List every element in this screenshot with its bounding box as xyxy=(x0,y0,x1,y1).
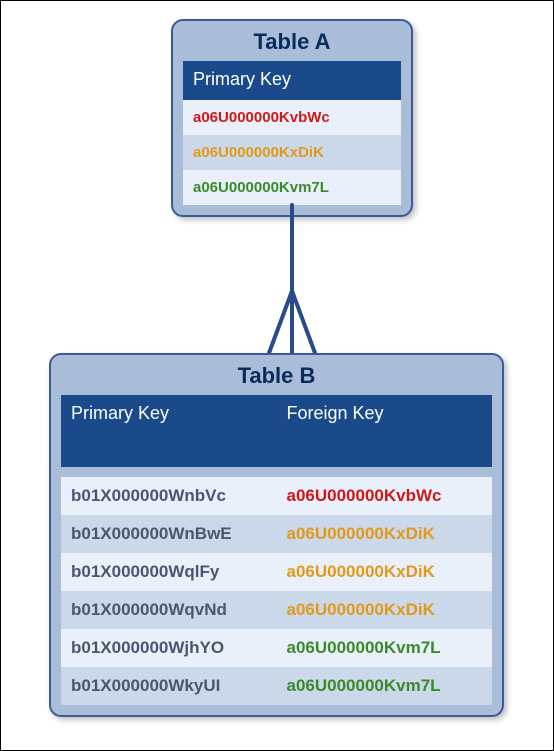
table-a-pk-cell: a06U000000KvbWc xyxy=(183,100,401,135)
table-a-row: a06U000000KvbWc xyxy=(183,100,401,135)
table-a-pk-cell: a06U000000Kvm7L xyxy=(183,170,401,205)
table-b-fk-cell: a06U000000Kvm7L xyxy=(277,629,493,667)
table-b-fk-cell: a06U000000KxDiK xyxy=(277,553,493,591)
table-b-pk-cell: b01X000000WkyUI xyxy=(61,667,277,705)
table-b-fk-cell: a06U000000KxDiK xyxy=(277,591,493,629)
relationship-connector xyxy=(259,203,325,355)
table-b-rows: b01X000000WnbVca06U000000KvbWcb01X000000… xyxy=(61,477,492,705)
table-a-rows: a06U000000KvbWca06U000000KxDiKa06U000000… xyxy=(183,100,401,205)
table-b-row: b01X000000WnbVca06U000000KvbWc xyxy=(61,477,492,515)
table-b-row: b01X000000WqlFya06U000000KxDiK xyxy=(61,553,492,591)
table-a-header-row: Primary Key xyxy=(183,61,401,100)
table-a-pk-cell: a06U000000KxDiK xyxy=(183,135,401,170)
table-b-row: b01X000000WnBwEa06U000000KxDiK xyxy=(61,515,492,553)
table-b-header-fk: Foreign Key xyxy=(277,395,493,467)
table-b-pk-cell: b01X000000WqvNd xyxy=(61,591,277,629)
table-b-box: Table B Primary Key Foreign Key b01X0000… xyxy=(49,353,504,717)
table-b-pk-cell: b01X000000WnbVc xyxy=(61,477,277,515)
table-a-row: a06U000000Kvm7L xyxy=(183,170,401,205)
table-a-row: a06U000000KxDiK xyxy=(183,135,401,170)
table-b-header-row: Primary Key Foreign Key xyxy=(61,395,492,467)
table-b-pk-cell: b01X000000WqlFy xyxy=(61,553,277,591)
table-b-pk-cell: b01X000000WnBwE xyxy=(61,515,277,553)
table-b-pk-cell: b01X000000WjhYO xyxy=(61,629,277,667)
table-a-box: Table A Primary Key a06U000000KvbWca06U0… xyxy=(171,19,413,217)
table-b-header-pk: Primary Key xyxy=(61,395,277,467)
table-b-row: b01X000000WjhYOa06U000000Kvm7L xyxy=(61,629,492,667)
table-b-fk-cell: a06U000000Kvm7L xyxy=(277,667,493,705)
table-b-row: b01X000000WkyUIa06U000000Kvm7L xyxy=(61,667,492,705)
table-b-title: Table B xyxy=(61,363,492,395)
table-b-fk-cell: a06U000000KxDiK xyxy=(277,515,493,553)
table-b-row: b01X000000WqvNda06U000000KxDiK xyxy=(61,591,492,629)
table-a-header-pk: Primary Key xyxy=(183,61,401,100)
table-a-title: Table A xyxy=(183,29,401,61)
table-b-fk-cell: a06U000000KvbWc xyxy=(277,477,493,515)
